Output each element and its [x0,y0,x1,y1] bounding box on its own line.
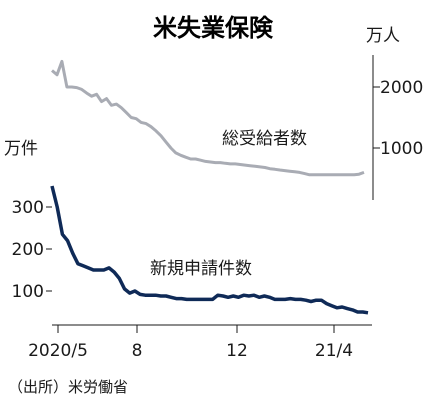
chart-title: 米失業保険 [153,14,274,42]
series-label-total-recipients: 総受給者数 [222,129,307,149]
right-tick-label: 1000 [380,139,423,159]
x-tick-label: 2020/5 [28,341,88,361]
right-axis-unit: 万人 [366,26,400,46]
left-tick-label: 200 [12,240,44,260]
source-note: （出所）米労働省 [8,378,128,396]
series-label-new-claims: 新規申請件数 [150,259,252,279]
left-tick-label: 100 [12,282,44,302]
left-axis-unit: 万件 [4,139,38,159]
x-tick-label: 21/4 [315,341,353,361]
x-tick-label: 8 [132,341,143,361]
series-line-total-recipients [51,59,365,177]
right-tick-label: 2000 [380,78,423,98]
x-tick-label: 12 [226,341,248,361]
series-line-new-claims [50,185,369,315]
left-tick-label: 300 [12,198,44,218]
